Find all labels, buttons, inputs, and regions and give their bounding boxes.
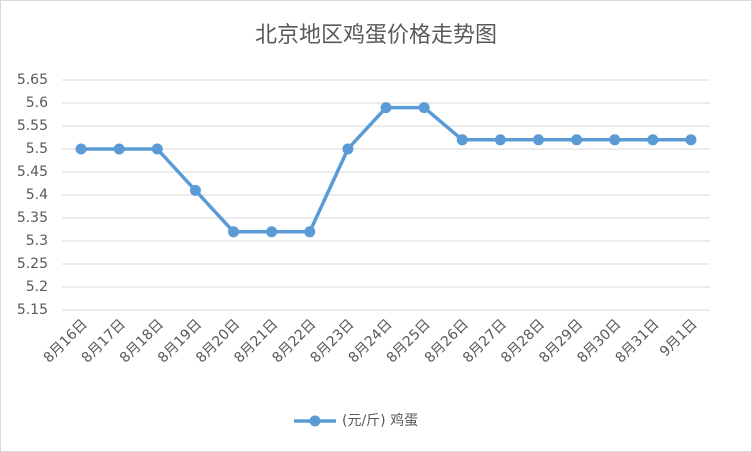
legend-label: (元/斤) 鸡蛋 [342,412,418,429]
y-tick-label: 5.5 [26,141,48,157]
marker [151,143,163,155]
marker [342,143,354,155]
y-tick-label: 5.45 [17,164,48,180]
marker [571,134,583,146]
marker [685,134,697,146]
marker [380,102,392,114]
chart-title: 北京地区鸡蛋价格走势图 [255,23,497,48]
marker [456,134,468,146]
marker [494,134,506,146]
legend-marker [309,415,321,427]
y-tick-label: 5.35 [17,210,48,226]
marker [418,102,430,114]
y-tick-label: 5.25 [17,256,48,272]
marker [113,143,125,155]
marker [75,143,87,155]
marker [609,134,621,146]
marker [228,226,240,238]
y-tick-label: 5.4 [26,187,48,203]
y-tick-label: 5.65 [17,72,48,88]
y-tick-label: 5.3 [26,233,48,249]
y-tick-label: 5.6 [26,95,48,111]
marker [266,226,278,238]
y-tick-label: 5.2 [26,279,48,295]
marker [647,134,659,146]
marker [189,184,201,196]
y-tick-label: 5.55 [17,118,48,134]
y-tick-label: 5.15 [17,302,48,318]
marker [304,226,316,238]
marker [532,134,544,146]
